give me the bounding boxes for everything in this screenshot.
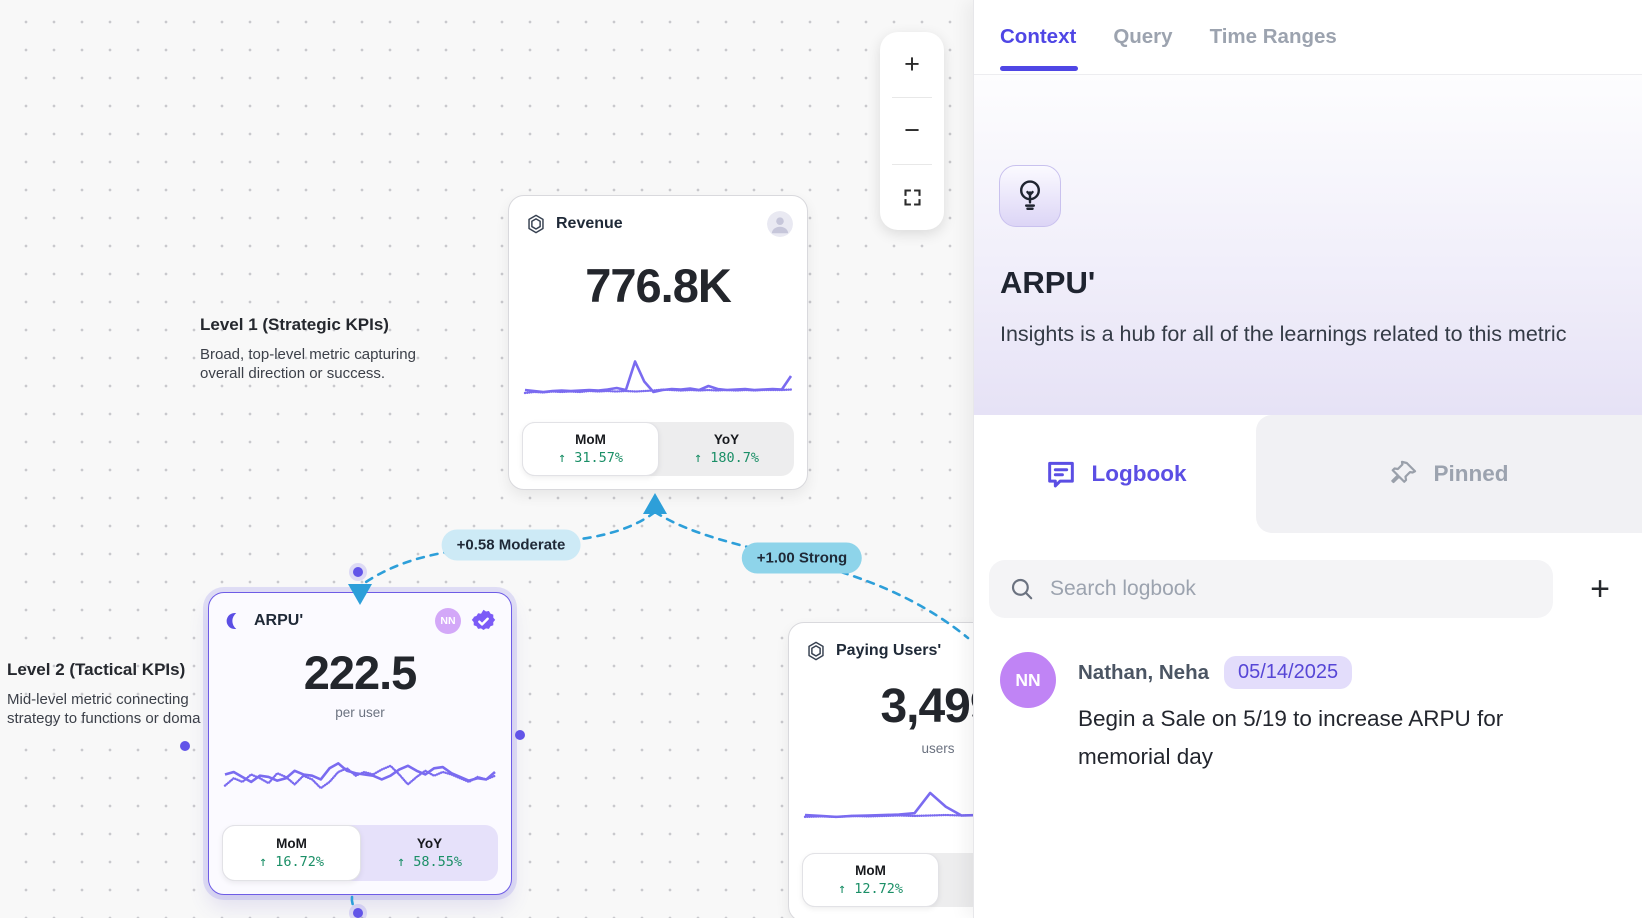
canvas-zoom-controls: + −: [880, 32, 944, 230]
tab-pinned-label: Pinned: [1433, 461, 1509, 486]
logbook-chat-icon: [1044, 457, 1078, 491]
entry-author: Nathan, Neha: [1078, 660, 1209, 684]
pushpin-icon: [1389, 459, 1419, 489]
sparkline-chart: [225, 741, 495, 803]
fit-view-button[interactable]: [880, 165, 944, 230]
handle-halo: [349, 904, 367, 918]
kpi-card-arpu[interactable]: ARPU' NN 222.5 per user MoM ↑ 16.72%: [208, 592, 512, 895]
metric-footer: MoM ↑ 31.57% YoY ↑ 180.7%: [522, 422, 794, 476]
card-header: ARPU' NN: [225, 607, 497, 635]
level-1-annotation: Level 1 (Strategic KPIs) Broad, top-leve…: [200, 315, 450, 383]
zoom-out-button[interactable]: −: [880, 98, 944, 163]
connection-handle-arpu-bottom[interactable]: [353, 908, 363, 918]
mom-value: ↑ 31.57%: [557, 450, 624, 466]
metric-name-title: ARPU': [1000, 265, 1096, 300]
kpi-card-paying-users[interactable]: Paying Users' 3,499 users MoM ↑ 12.72%: [788, 622, 973, 918]
connection-handle-arpu-top[interactable]: [353, 567, 363, 577]
edge-revenue-paying-users: [653, 510, 970, 640]
edge-arpu-down-stub: [350, 895, 360, 917]
correlation-label-moderate[interactable]: +0.58 Moderate: [441, 529, 581, 561]
search-icon: [1009, 576, 1035, 602]
yoy-value: ↑ 180.7%: [693, 450, 760, 466]
mom-value: ↑ 16.72%: [258, 854, 325, 870]
mom-label: MoM: [575, 432, 606, 447]
entry-text: Begin a Sale on 5/19 to increase ARPU fo…: [1078, 706, 1504, 769]
hexagon-metric-icon: [805, 640, 827, 662]
hexagon-metric-icon: [525, 213, 547, 235]
connection-handle-arpu-right[interactable]: [515, 730, 525, 740]
sparkline-chart: [805, 781, 973, 827]
metric-value: 222.5: [303, 646, 418, 699]
arrowhead-up-revenue: [643, 493, 667, 514]
metric-unit: per user: [335, 705, 385, 720]
metric-unit: users: [921, 741, 955, 756]
card-title: ARPU': [254, 612, 304, 629]
user-avatar-icon[interactable]: [767, 211, 793, 237]
kpi-card-revenue[interactable]: Revenue 776.8K MoM ↑ 31.57%: [508, 195, 808, 490]
zoom-in-button[interactable]: +: [880, 32, 944, 97]
collaborator-badge[interactable]: NN: [435, 608, 461, 634]
card-header: Revenue: [525, 210, 793, 238]
avatar: NN: [1000, 652, 1056, 708]
tab-context[interactable]: Context: [1000, 25, 1077, 48]
insights-description: Insights is a hub for all of the learnin…: [1000, 322, 1567, 346]
fullscreen-icon: [902, 187, 923, 208]
metric-tree-canvas[interactable]: Level 1 (Strategic KPIs) Broad, top-leve…: [0, 0, 973, 918]
metric-footer: MoM ↑ 16.72% YoY ↑ 58.55%: [222, 825, 498, 881]
tab-pinned-background[interactable]: [1256, 415, 1642, 533]
mom-toggle[interactable]: MoM ↑ 12.72%: [802, 853, 939, 907]
level-2-title: Level 2 (Tactical KPIs): [7, 660, 186, 679]
mom-label: MoM: [855, 863, 886, 878]
yoy-value: ↑ 58.55%: [396, 854, 463, 870]
mom-toggle[interactable]: MoM ↑ 16.72%: [222, 825, 361, 881]
handle-halo: [349, 563, 367, 581]
level-2-annotation: Level 2 (Tactical KPIs) Mid-level metric…: [7, 660, 219, 728]
lightbulb-icon: [1013, 177, 1047, 215]
mom-value: ↑ 12.72%: [837, 881, 904, 897]
connection-handle-arpu-left[interactable]: [180, 741, 190, 751]
metric-details-panel: Context Query Time Ranges ARPU' Insights…: [973, 0, 1642, 918]
level-1-description: Broad, top-level metric capturing overal…: [200, 346, 416, 382]
logbook-pinned-tabs: Logbook Pinned: [974, 415, 1642, 533]
tab-pinned[interactable]: Pinned: [1256, 415, 1642, 533]
yoy-label: YoY: [416, 836, 443, 851]
sparkline-chart: [525, 354, 791, 404]
divider: [892, 97, 932, 99]
yoy-toggle[interactable]: [939, 853, 973, 907]
level-2-description: Mid-level metric connecting strategy to …: [7, 691, 201, 727]
verified-check-badge-icon[interactable]: [470, 608, 497, 635]
search-input[interactable]: [1050, 577, 1533, 601]
metric-value: 3,499: [880, 680, 973, 733]
active-tab-underline: [1000, 66, 1078, 71]
entry-date-badge[interactable]: 05/14/2025: [1224, 656, 1353, 689]
insight-tile: [999, 165, 1061, 227]
metric-footer: MoM ↑ 12.72%: [802, 853, 973, 907]
mom-toggle[interactable]: MoM ↑ 31.57%: [522, 422, 659, 476]
tab-time-ranges[interactable]: Time Ranges: [1209, 25, 1337, 48]
add-logbook-entry-button[interactable]: +: [1578, 567, 1622, 611]
tab-logbook[interactable]: Logbook: [974, 415, 1256, 533]
metric-value: 776.8K: [585, 259, 732, 312]
tab-logbook-label: Logbook: [1091, 461, 1187, 486]
card-header: Paying Users': [805, 637, 973, 665]
crescent-moon-icon: [225, 611, 245, 631]
logbook-toolbar: +: [974, 545, 1642, 635]
panel-tab-bar: Context Query Time Ranges: [974, 0, 1642, 75]
insights-header: ARPU' Insights is a hub for all of the l…: [974, 75, 1642, 415]
entry-meta: Nathan, Neha 05/14/2025: [1078, 656, 1353, 689]
tab-query[interactable]: Query: [1113, 25, 1173, 48]
yoy-toggle[interactable]: YoY ↑ 58.55%: [361, 825, 498, 881]
card-title: Revenue: [556, 215, 623, 232]
yoy-toggle[interactable]: YoY ↑ 180.7%: [659, 422, 794, 476]
mom-label: MoM: [276, 836, 307, 851]
correlation-label-strong[interactable]: +1.00 Strong: [741, 542, 863, 574]
level-1-title: Level 1 (Strategic KPIs): [200, 315, 389, 334]
logbook-search[interactable]: [989, 560, 1553, 618]
yoy-label: YoY: [713, 432, 740, 447]
divider: [892, 163, 932, 165]
card-title: Paying Users': [836, 642, 942, 659]
